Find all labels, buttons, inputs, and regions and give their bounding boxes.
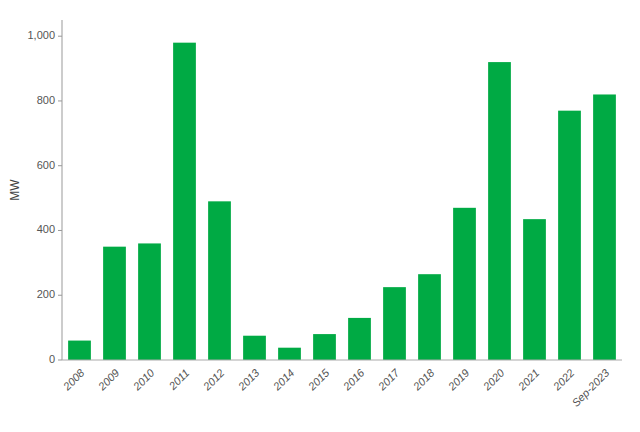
- x-tick-label: 2008: [60, 366, 87, 393]
- x-tick-label: 2017: [375, 366, 402, 393]
- y-tick-label: 1,000: [27, 29, 55, 41]
- y-tick-label: 0: [49, 353, 55, 365]
- bar: [278, 348, 301, 360]
- x-tick-label: 2018: [410, 366, 437, 393]
- y-tick-label: 800: [37, 94, 55, 106]
- bar: [173, 43, 196, 360]
- x-tick-label: 2019: [445, 367, 472, 394]
- x-tick-label: 2013: [235, 366, 262, 393]
- chart-svg: 0 200 400 600 800 1,000 MW 2008 2009 2010 2011 2012…: [0, 0, 640, 432]
- x-tick-label: 2011: [166, 367, 192, 393]
- x-tick-label: 2014: [270, 367, 297, 394]
- y-tick: [58, 295, 62, 296]
- bar: [558, 111, 581, 360]
- y-tick: [58, 100, 62, 101]
- y-tick-label: 400: [37, 223, 55, 235]
- bar: [383, 287, 406, 360]
- bar: [243, 336, 266, 360]
- bar: [348, 318, 371, 360]
- x-tick-label: 2010: [130, 366, 157, 393]
- bar: [103, 247, 126, 360]
- bar: [313, 334, 336, 360]
- bar: [68, 341, 91, 360]
- bar: [138, 243, 161, 360]
- y-tick: [58, 165, 62, 166]
- x-axis: 2008 2009 2010 2011 2012 2013 2014 2015 2016 2017…: [60, 366, 612, 409]
- y-tick: [58, 230, 62, 231]
- y-tick: [58, 360, 62, 361]
- x-tick-label: 2021: [515, 367, 542, 394]
- bar: [488, 62, 511, 360]
- chart-container: 0 200 400 600 800 1,000 MW 2008 2009 2010 2011 2012…: [0, 0, 640, 432]
- x-tick-label: 2022: [550, 367, 577, 394]
- y-axis: 0 200 400 600 800 1,000: [27, 29, 62, 365]
- y-axis-label: MW: [8, 179, 22, 201]
- bar: [593, 94, 616, 360]
- x-tick-label: 2016: [340, 366, 367, 393]
- y-tick-label: 200: [37, 288, 55, 300]
- y-tick-label: 600: [37, 159, 55, 171]
- x-tick-label: 2020: [480, 366, 507, 393]
- x-tick-label: 2009: [95, 367, 122, 394]
- x-axis-line: [62, 360, 622, 361]
- bar: [208, 201, 231, 360]
- bar: [453, 208, 476, 360]
- bar: [418, 274, 441, 360]
- bar: [523, 219, 546, 360]
- bars: [68, 43, 616, 360]
- y-tick: [58, 36, 62, 37]
- x-tick-label: 2015: [305, 366, 332, 393]
- y-axis-line: [62, 20, 63, 360]
- x-tick-label: Sep-2023: [569, 366, 612, 409]
- x-tick-label: 2012: [200, 367, 227, 394]
